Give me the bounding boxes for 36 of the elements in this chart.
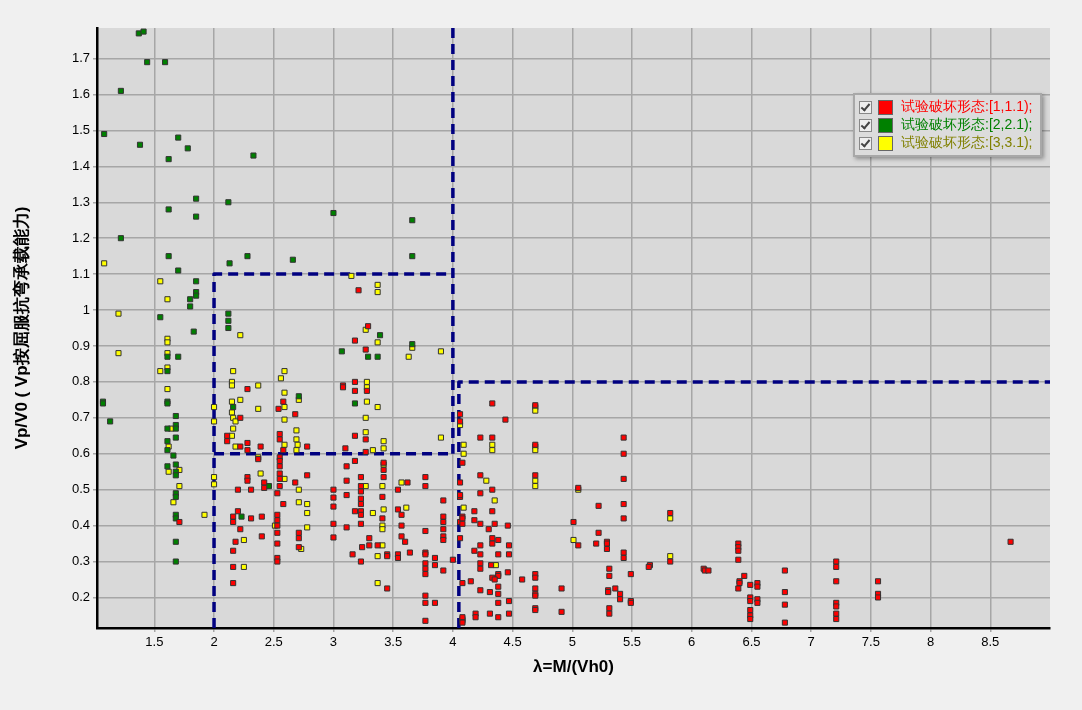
y-tick-label: 0.9: [71, 337, 90, 353]
y-tick-label: 1: [82, 301, 90, 317]
y-tick-label: 1.5: [71, 121, 90, 137]
legend-label: 试验破坏形态:[1,1.1);: [901, 98, 1033, 116]
x-tick-label: 1.5: [145, 634, 164, 650]
y-tick-label: 1.3: [71, 193, 90, 209]
x-tick-label: 5: [568, 634, 576, 650]
y-tick-label: 0.2: [71, 589, 90, 605]
y-tick-label: 0.4: [71, 517, 90, 533]
x-tick-label: 2.5: [264, 634, 283, 650]
x-tick-label: 2: [210, 634, 218, 650]
y-tick-label: 1.4: [71, 157, 90, 173]
y-tick-label: 0.5: [71, 481, 90, 497]
x-tick-label: 5.5: [622, 634, 642, 650]
x-tick-label: 7: [807, 634, 815, 650]
x-tick-label: 4: [449, 634, 457, 650]
x-tick-label: 6: [688, 634, 696, 650]
x-tick-label: 6.5: [742, 634, 761, 650]
y-tick-label: 1.1: [71, 265, 90, 281]
x-tick-label: 8: [926, 634, 935, 650]
y-tick-label: 0.3: [71, 553, 90, 569]
x-tick-label: 3.5: [384, 634, 403, 650]
y-axis-title: Vp/V0 ( Vp按屈服抗弯承载能力): [11, 206, 31, 450]
legend-label: 试验破坏形态:[2,2.1);: [901, 116, 1033, 134]
y-tick-label: 0.7: [71, 409, 90, 425]
x-tick-label: 3: [329, 634, 338, 650]
y-tick-label: 0.8: [71, 373, 90, 389]
x-tick-label: 4.5: [503, 634, 522, 650]
x-tick-label: 8.5: [981, 634, 1000, 650]
y-tick-label: 1.7: [71, 50, 90, 66]
y-tick-label: 1.2: [71, 229, 90, 245]
y-tick-label: 1.6: [71, 86, 90, 102]
legend-label: 试验破坏形态:[3,3.1);: [901, 134, 1033, 152]
x-axis-title: λ=M/(Vh0): [533, 657, 614, 677]
y-tick-label: 0.6: [71, 445, 90, 461]
x-tick-label: 7.5: [861, 634, 880, 650]
